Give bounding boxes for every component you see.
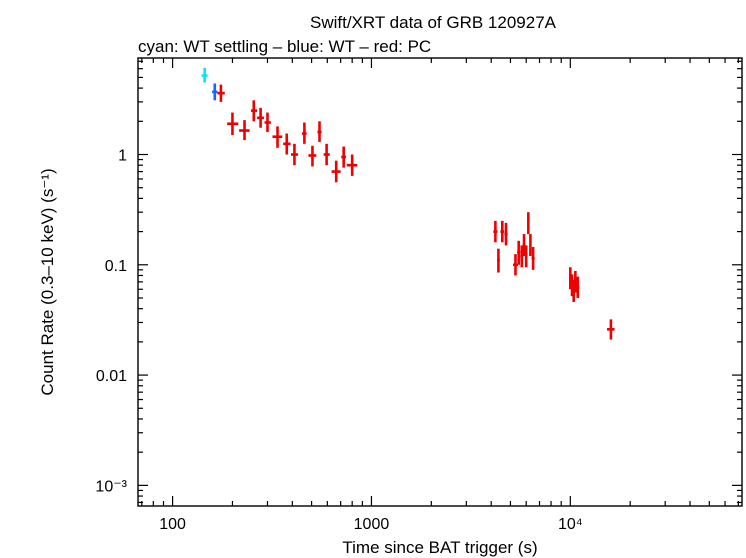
x-tick-label: 100 (159, 516, 186, 533)
data-point (257, 107, 264, 128)
data-point (341, 146, 347, 168)
data-point (331, 160, 341, 183)
data-points (201, 67, 615, 340)
data-point (317, 121, 322, 142)
data-point (302, 122, 307, 144)
data-point (239, 120, 250, 141)
data-point (227, 112, 239, 136)
data-point (264, 112, 271, 132)
data-point (513, 254, 518, 276)
chart-title: Swift/XRT data of GRB 120927A (310, 13, 557, 32)
y-tick-label: 10⁻³ (95, 478, 127, 495)
series-wt-settling (201, 67, 208, 83)
data-point (574, 270, 577, 293)
data-point (308, 145, 317, 167)
data-point (531, 246, 535, 270)
data-point (201, 67, 208, 83)
data-point (272, 126, 283, 148)
data-point (493, 220, 498, 243)
series-wt (212, 83, 218, 101)
y-tick-label: 0.1 (105, 258, 127, 275)
y-axis: 10⁻³ 0.01 0.1 1 (95, 60, 742, 504)
data-point (607, 319, 615, 340)
y-axis-label: Count Rate (0.3–10 keV) (s⁻¹) (38, 168, 57, 395)
data-point (346, 154, 358, 176)
series-pc (217, 84, 615, 340)
x-axis: 100 1000 10⁴ (141, 58, 739, 533)
data-point (500, 220, 505, 243)
data-point (497, 248, 500, 273)
x-tick-label: 1000 (354, 516, 390, 533)
data-point (251, 100, 258, 122)
data-point (517, 240, 521, 265)
y-tick-label: 0.01 (96, 368, 127, 385)
x-axis-label: Time since BAT trigger (s) (342, 538, 537, 557)
plot-frame (137, 57, 743, 507)
data-point (212, 83, 218, 101)
data-point (217, 84, 225, 102)
y-tick-label: 1 (118, 148, 127, 165)
data-point (576, 276, 580, 298)
data-point (323, 143, 330, 166)
data-point (504, 222, 508, 246)
x-tick-label: 10⁴ (558, 516, 583, 533)
data-point (291, 143, 299, 166)
data-point (283, 133, 291, 155)
data-point (529, 234, 532, 257)
data-point (524, 245, 528, 268)
chart-subtitle: cyan: WT settling – blue: WT – red: PC (138, 37, 431, 56)
data-point (522, 234, 526, 257)
data-point (527, 212, 530, 235)
